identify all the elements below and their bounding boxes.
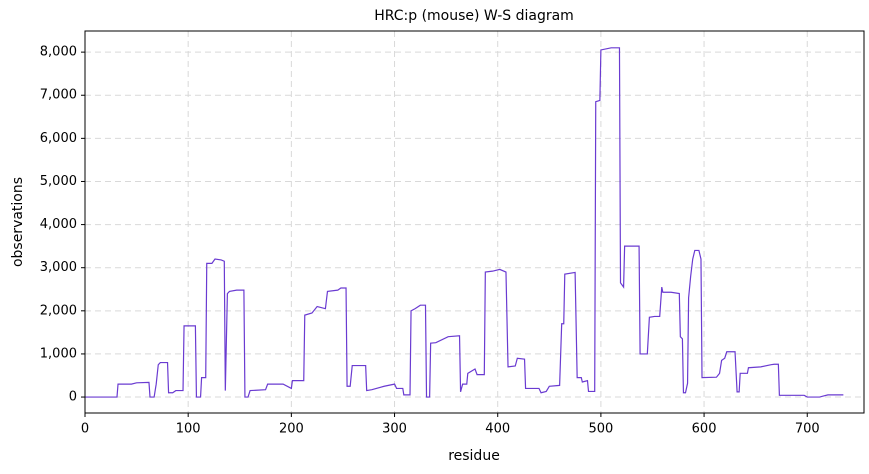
x-tick-label: 200	[279, 422, 304, 437]
chart-title: HRC:p (mouse) W-S diagram	[374, 8, 574, 24]
y-tick-label: 4,000	[40, 217, 77, 232]
y-tick-label: 6,000	[40, 131, 77, 146]
y-tick-label: 8,000	[40, 45, 77, 60]
y-tick-label: 1,000	[40, 346, 77, 361]
y-tick-label: 5,000	[40, 174, 77, 189]
x-tick-label: 700	[795, 422, 820, 437]
y-axis-label: observations	[10, 177, 26, 267]
x-tick-label: 500	[588, 422, 613, 437]
y-tick-label: 0	[69, 390, 77, 405]
x-tick-label: 0	[81, 422, 89, 437]
data-line	[85, 47, 844, 398]
x-tick-label: 100	[176, 422, 201, 437]
x-tick-label: 400	[485, 422, 510, 437]
y-tick-label: 7,000	[40, 88, 77, 103]
plot-frame	[84, 30, 865, 414]
y-tick-label: 2,000	[40, 303, 77, 318]
y-tick-label: 3,000	[40, 260, 77, 275]
x-tick-label: 600	[692, 422, 717, 437]
x-tick-label: 300	[382, 422, 407, 437]
x-axis-label: residue	[448, 448, 500, 464]
